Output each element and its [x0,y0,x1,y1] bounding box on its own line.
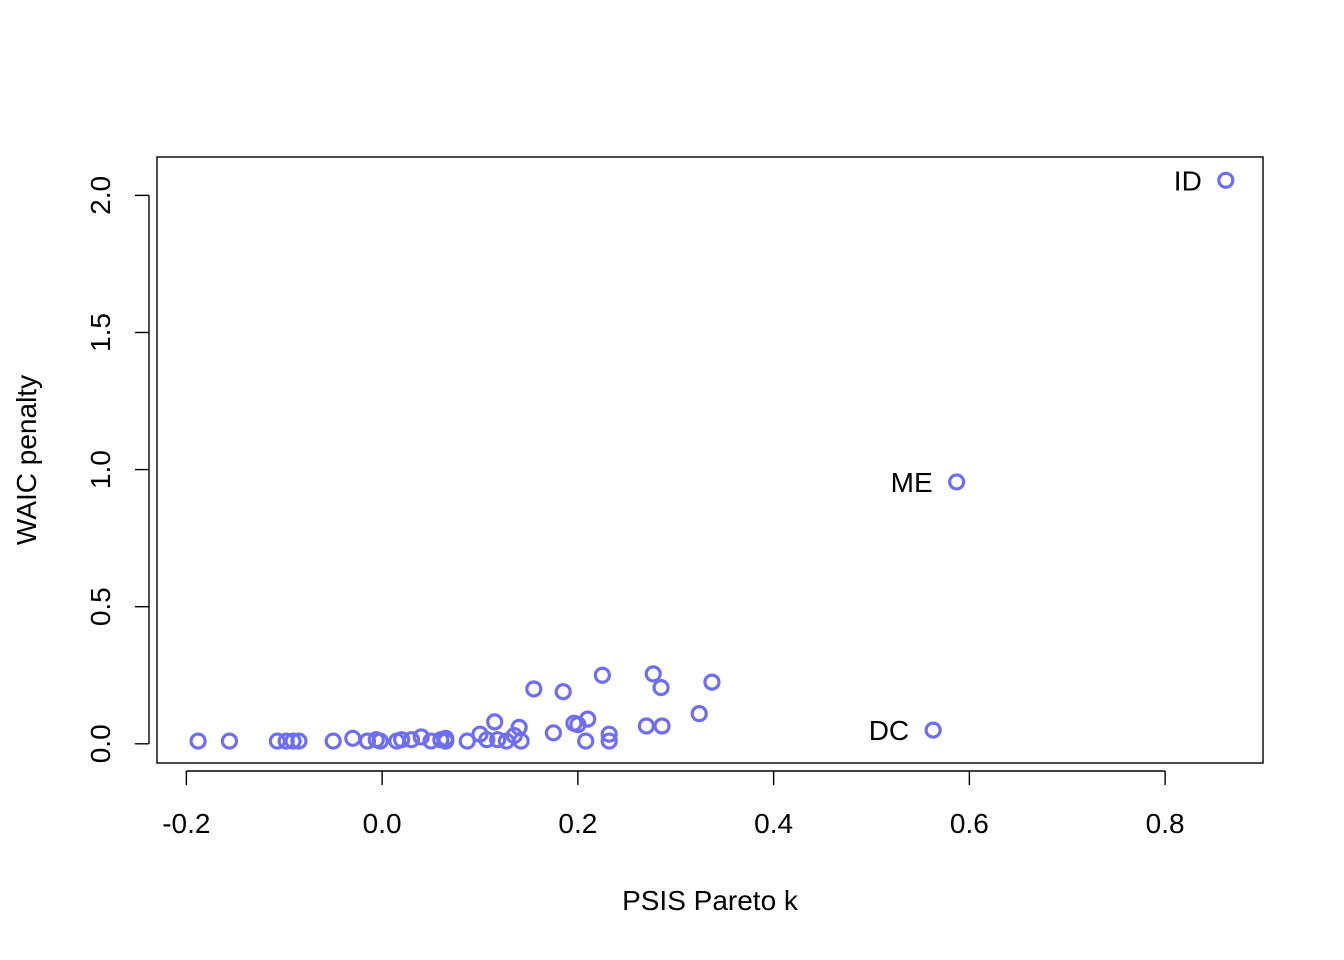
x-axis-label: PSIS Pareto k [622,885,799,916]
x-tick-label: 0.0 [363,808,402,839]
data-point [579,710,597,728]
data-point [948,473,966,491]
data-point [593,666,611,684]
data-point [600,725,618,743]
data-point [393,731,411,749]
data-point [324,732,342,750]
plot-frame [156,156,1264,764]
data-point [652,678,670,697]
data-point [371,732,389,750]
data-points [189,171,1235,750]
point-label: ME [891,467,933,498]
y-tick-label: 2.0 [85,176,116,215]
data-point [525,680,543,698]
data-point [268,732,286,750]
data-point [290,732,308,750]
data-point [924,721,942,739]
data-point [577,732,595,750]
data-point [554,683,572,701]
data-point [637,717,655,735]
data-point [600,732,618,750]
y-tick-label: 0.5 [85,587,116,626]
point-label: DC [869,715,909,746]
y-tick-label: 0.0 [85,724,116,763]
point-labels: ID ME DC [869,165,1202,746]
data-point [644,665,662,683]
data-point [189,732,207,750]
data-point [402,731,421,749]
data-point [489,731,507,749]
data-point [703,673,721,691]
y-axis: 0.0 0.5 1.0 1.5 2.0 [85,176,150,763]
data-point [478,731,496,749]
data-point [544,724,562,742]
data-point [412,728,430,746]
y-tick-label: 1.0 [85,450,116,489]
point-label: ID [1174,165,1202,196]
data-point [220,732,239,750]
data-point [512,732,530,750]
x-tick-label: 0.8 [1146,808,1185,839]
data-point [486,713,504,731]
data-point [653,717,671,735]
x-tick-label: 0.2 [558,808,597,839]
data-point [458,732,476,750]
data-point [437,729,455,747]
data-point [1217,171,1235,189]
x-tick-label: 0.4 [754,808,793,839]
data-point [344,729,362,747]
data-point [284,732,302,750]
x-axis: -0.2 0.0 0.2 0.4 0.6 0.8 [162,770,1185,839]
data-point [690,705,708,723]
y-axis-label: WAIC penalty [11,375,42,545]
x-tick-label: 0.6 [950,808,989,839]
y-tick-label: 1.5 [85,313,116,352]
x-tick-label: -0.2 [162,808,210,839]
